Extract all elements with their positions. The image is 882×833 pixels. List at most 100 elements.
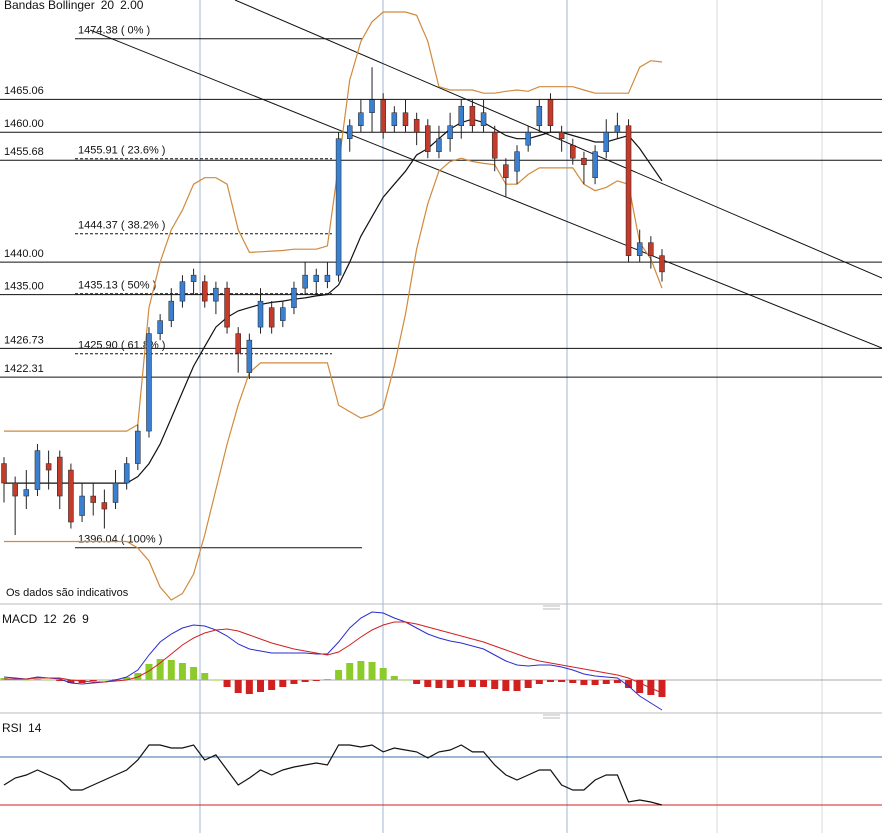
candle-body <box>335 138 342 276</box>
candle-body <box>525 131 531 146</box>
histogram-bar <box>234 680 242 693</box>
histogram-bar <box>290 680 298 684</box>
histogram-bar <box>413 680 421 684</box>
histogram-bar <box>123 677 131 680</box>
macd-line <box>3 611 663 711</box>
candle-body <box>436 138 442 152</box>
histogram-bar <box>335 670 343 680</box>
candle-body <box>213 287 219 302</box>
candle-body <box>659 255 665 273</box>
histogram-bar <box>78 680 86 683</box>
rsi-line <box>3 744 663 806</box>
level-label: 1435.00 <box>4 281 44 293</box>
histogram-bar <box>558 680 566 682</box>
histogram-bar <box>156 659 164 680</box>
histogram-bar <box>524 680 532 688</box>
candle-body <box>570 144 576 159</box>
histogram-bar <box>424 680 432 687</box>
histogram-bar <box>658 680 666 697</box>
candle-body <box>57 456 63 497</box>
candle-body <box>592 151 598 178</box>
candle-body <box>179 281 186 302</box>
candle-body <box>491 131 498 159</box>
histogram-bar <box>625 680 633 688</box>
histogram-bar <box>491 680 499 689</box>
candle-body <box>1 463 7 484</box>
histogram-bar <box>535 680 543 684</box>
histogram-bar <box>435 680 443 688</box>
histogram-bar <box>513 680 521 691</box>
candle-body <box>201 281 208 302</box>
bollinger-lower <box>4 157 663 601</box>
panel-title: RSI <box>2 721 22 735</box>
candle-body <box>380 99 386 133</box>
candle-body <box>157 320 163 334</box>
histogram-bar <box>602 680 610 684</box>
histogram-bar <box>223 680 231 687</box>
candle-body <box>257 300 264 328</box>
candle-body <box>45 463 52 471</box>
candle-body <box>402 112 409 126</box>
candle-body <box>268 307 275 328</box>
histogram-bar <box>301 680 309 682</box>
candle-body <box>190 274 197 282</box>
candle-body <box>34 450 41 490</box>
candle-body <box>625 125 632 256</box>
panel-param: 26 <box>63 612 77 626</box>
histogram-bar <box>167 660 175 680</box>
histogram-bar <box>636 680 644 693</box>
candle-body <box>90 495 96 503</box>
level-label: 1465.06 <box>4 85 44 97</box>
histogram-bar <box>368 662 376 680</box>
fib-label: 1455.91 ( 23.6% ) <box>78 145 165 157</box>
candle-body <box>235 333 241 354</box>
signal-line <box>4 621 663 694</box>
histogram-bar <box>457 680 465 687</box>
candle-body <box>280 307 286 321</box>
vertical-grid <box>199 0 823 833</box>
candle-body <box>391 112 398 126</box>
histogram-bar <box>178 663 186 680</box>
candle-body <box>68 469 74 523</box>
candle-body <box>614 125 621 133</box>
candle-body <box>112 482 119 503</box>
panel-param: 2.00 <box>120 0 144 12</box>
candle-body <box>324 274 331 282</box>
candle-body <box>413 118 420 133</box>
fib-label: 1396.04 ( 100% ) <box>78 534 162 546</box>
panel-param: 9 <box>82 612 89 626</box>
panel-title: MACD <box>2 612 38 626</box>
histogram-bar <box>279 680 287 687</box>
candle-body <box>123 463 130 484</box>
candle-body <box>547 99 554 126</box>
histogram-bar <box>89 680 97 681</box>
candle-body <box>581 157 587 165</box>
candle-body <box>358 112 364 126</box>
histogram-bar <box>468 680 476 687</box>
histogram-bar <box>22 680 30 681</box>
panel-param: 14 <box>28 721 42 735</box>
histogram-bar <box>379 668 387 680</box>
candle-body <box>346 125 353 139</box>
histogram-bar <box>212 680 220 681</box>
histogram-bar <box>357 661 365 680</box>
candle-body <box>23 489 30 497</box>
histogram-bar <box>312 680 320 681</box>
level-label: 1422.31 <box>4 363 44 375</box>
histogram-bar <box>323 679 331 680</box>
histogram-bar <box>569 680 577 683</box>
histogram-bar <box>390 676 398 680</box>
candle-body <box>636 242 643 256</box>
candle-body <box>146 333 152 432</box>
level-label: 1455.68 <box>4 146 44 158</box>
candle-body <box>302 274 308 289</box>
panel-separators <box>0 603 882 719</box>
candle-body <box>469 105 476 126</box>
panel-param: 12 <box>43 612 57 626</box>
histogram-bar <box>201 673 209 680</box>
bollinger-upper <box>4 11 663 432</box>
candle-body <box>224 287 230 328</box>
histogram-bar <box>480 680 488 687</box>
